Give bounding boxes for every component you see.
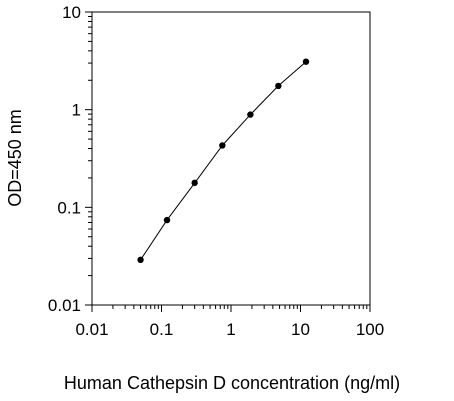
data-point [219, 142, 226, 149]
x-axis-title: Human Cathepsin D concentration (ng/ml) [64, 373, 400, 393]
data-point [302, 58, 310, 65]
data-point [247, 111, 254, 118]
plot-frame [91, 11, 371, 306]
y-tick-label: 0.01 [48, 296, 81, 315]
data-point [137, 256, 144, 264]
x-tick-label: 0.1 [150, 320, 174, 339]
series-line-group [140, 61, 307, 261]
tick-labels: 0.01 0.1 1 10 100 0.01 0.1 1 10 [48, 3, 384, 339]
axes [85, 11, 371, 312]
data-point [275, 82, 282, 90]
y-tick-label: 1 [72, 101, 81, 120]
x-tick-label: 100 [356, 320, 384, 339]
data-point [191, 179, 198, 187]
series-line [140, 61, 307, 261]
data-points [137, 58, 310, 264]
x-tick-label: 1 [226, 320, 235, 339]
y-axis-title: OD=450 nm [5, 109, 25, 207]
y-tick-label: 0.1 [57, 198, 81, 217]
data-point [163, 216, 171, 224]
x-tick-label: 0.01 [75, 320, 108, 339]
y-tick-label: 10 [62, 3, 81, 22]
x-tick-label: 10 [291, 320, 310, 339]
